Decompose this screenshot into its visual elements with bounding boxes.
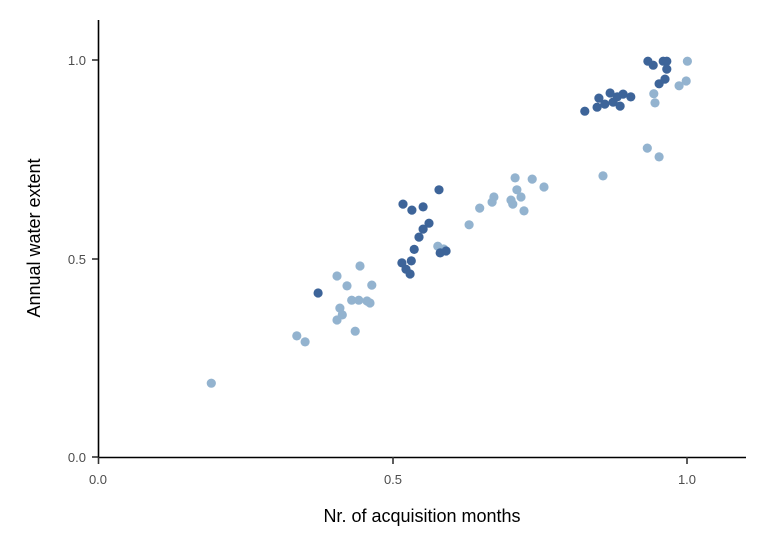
y-axis-ticks: 1.0 0.5 0.0 [68, 53, 98, 465]
x-tick-label: 0.0 [89, 472, 107, 487]
data-point [648, 60, 658, 70]
data-point [512, 185, 522, 195]
data-point [409, 244, 419, 254]
data-point [347, 295, 357, 305]
y-axis-title: Annual water extent [24, 158, 44, 317]
data-point [300, 337, 310, 347]
data-point [674, 81, 684, 91]
data-point [682, 56, 693, 66]
data-point [580, 106, 590, 116]
data-point [292, 331, 302, 341]
y-tick-label: 0.0 [68, 450, 86, 465]
data-point [662, 56, 672, 66]
x-tick-label: 0.5 [384, 472, 402, 487]
data-point [539, 182, 549, 192]
data-point [516, 192, 526, 202]
y-tick-label: 0.5 [68, 252, 86, 267]
data-point [649, 89, 659, 99]
data-point [365, 298, 375, 308]
data-point [527, 174, 537, 184]
data-point [406, 256, 416, 266]
data-point [418, 202, 428, 212]
data-point [654, 152, 664, 162]
data-point [350, 326, 360, 336]
data-point [598, 171, 608, 181]
data-point [332, 271, 342, 281]
data-point [405, 269, 415, 279]
data-point [618, 89, 628, 99]
data-point [342, 281, 352, 291]
data-points [206, 56, 693, 388]
data-point [434, 185, 444, 195]
data-point [407, 205, 417, 215]
data-point [313, 288, 323, 298]
data-point [367, 280, 377, 290]
data-point [398, 199, 408, 209]
data-point [332, 315, 342, 325]
x-axis-ticks: 0.0 0.5 1.0 [89, 457, 696, 487]
data-point [441, 246, 451, 256]
data-point [650, 98, 660, 108]
data-point [355, 261, 365, 271]
data-point [424, 218, 434, 228]
data-point [662, 64, 672, 74]
data-point [654, 79, 664, 89]
data-point [206, 378, 216, 388]
data-point [354, 295, 364, 305]
data-point [615, 101, 625, 111]
data-point [626, 92, 636, 102]
data-point [519, 206, 529, 216]
data-point [489, 192, 499, 202]
data-point [592, 102, 602, 112]
data-point [642, 143, 652, 153]
data-point [418, 224, 428, 234]
data-point [508, 199, 518, 209]
x-axis-title: Nr. of acquisition months [323, 506, 520, 526]
data-point [475, 203, 485, 213]
data-point [594, 93, 604, 103]
data-point [681, 76, 691, 86]
data-point [414, 232, 424, 242]
x-tick-label: 1.0 [678, 472, 696, 487]
data-point [605, 88, 615, 98]
y-tick-label: 1.0 [68, 53, 86, 68]
data-point [600, 99, 610, 109]
data-point [510, 173, 520, 183]
data-point [464, 220, 474, 230]
